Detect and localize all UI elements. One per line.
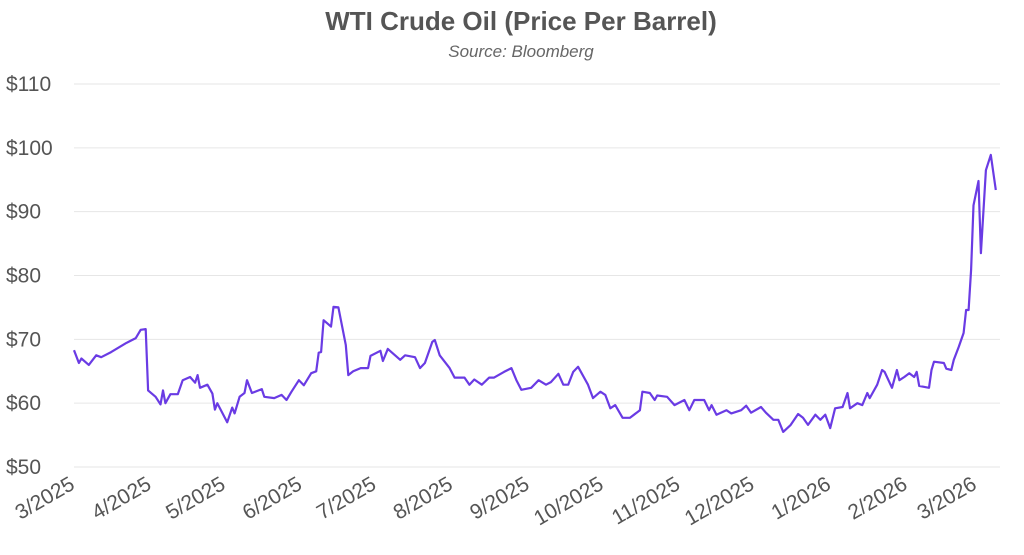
x-tick-label: 3/2025 bbox=[11, 472, 78, 524]
x-tick-label: 10/2025 bbox=[530, 472, 607, 530]
x-tick-label: 7/2025 bbox=[313, 472, 380, 524]
x-tick-label: 11/2025 bbox=[608, 472, 684, 529]
x-tick-label: 5/2025 bbox=[162, 472, 229, 524]
gridlines bbox=[74, 83, 1000, 468]
x-axis: 3/2025 4/2025 5/2025 6/2025 7/2025 8/2025 9/20… bbox=[11, 472, 980, 530]
chart-title: WTI Crude Oil (Price Per Barrel) bbox=[325, 6, 717, 36]
y-tick-label: $100 bbox=[6, 137, 53, 160]
y-axis: $50 $60 $70 $80 $90 $100 $110 bbox=[6, 73, 53, 479]
y-tick-label: $70 bbox=[6, 328, 41, 351]
chart-subtitle: Source: Bloomberg bbox=[448, 42, 594, 61]
price-line bbox=[72, 153, 997, 433]
y-tick-label: $110 bbox=[6, 73, 51, 96]
x-tick-label: 2/2026 bbox=[844, 472, 911, 524]
y-tick-label: $80 bbox=[6, 265, 41, 288]
y-tick-label: $50 bbox=[6, 456, 41, 479]
x-tick-label: 6/2025 bbox=[239, 472, 306, 524]
x-tick-label: 12/2025 bbox=[681, 472, 758, 530]
x-tick-label: 4/2025 bbox=[88, 472, 155, 524]
x-tick-label: 1/2026 bbox=[768, 472, 835, 524]
x-tick-label: 9/2025 bbox=[466, 472, 533, 524]
y-tick-label: $90 bbox=[6, 201, 41, 224]
x-tick-label: 8/2025 bbox=[389, 472, 456, 524]
x-tick-label: 3/2026 bbox=[913, 472, 980, 524]
y-tick-label: $60 bbox=[6, 392, 41, 415]
